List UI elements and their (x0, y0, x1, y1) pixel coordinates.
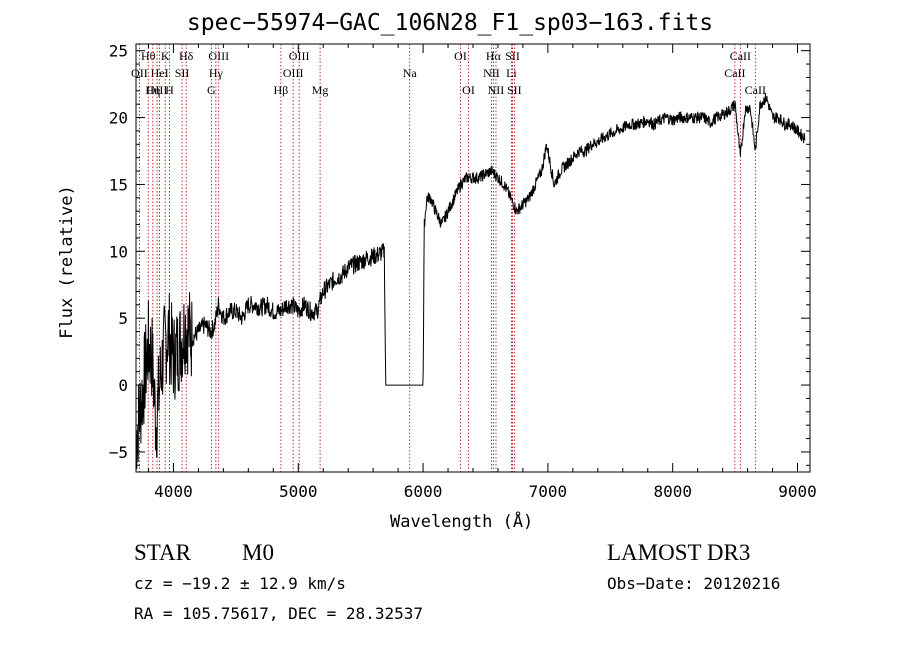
plot-frame (135, 43, 811, 473)
line-marker-label: SII (507, 83, 522, 97)
line-marker-label: Hη (145, 83, 160, 97)
line-marker-label: H (165, 83, 174, 97)
line-marker-label: Li (506, 66, 517, 80)
line-marker-label: SII (175, 66, 190, 80)
line-marker-label: Hθ (141, 49, 156, 63)
line-marker-label: OIII (283, 66, 304, 80)
page-title: spec−55974−GAC_106N28_F1_sp03−163.fits (186, 10, 714, 36)
object-class: STAR (134, 540, 191, 565)
object-subclass: M0 (242, 540, 274, 565)
obs-date: Obs−Date: 20120216 (607, 574, 781, 593)
line-marker-label: K (161, 49, 170, 63)
line-marker-label: OIII (147, 83, 168, 97)
line-marker-label: OII (131, 66, 148, 80)
coordinates: RA = 105.75617, DEC = 28.32537 (134, 604, 423, 623)
line-marker-label: Hα (486, 49, 502, 63)
x-tick-label: 4000 (154, 482, 193, 501)
survey-name: LAMOST DR3 (607, 540, 751, 565)
x-tick-label: 9000 (778, 482, 817, 501)
x-tick-label: 5000 (279, 482, 318, 501)
line-marker-label: CaII (745, 83, 766, 97)
spectrum-line (135, 92, 806, 470)
y-axis-label: Flux (relative) (57, 185, 77, 339)
x-axis-label: Wavelength (Å) (390, 512, 534, 532)
line-marker-label: Hδ (179, 49, 194, 63)
line-marker-label: OIII (289, 49, 310, 63)
line-marker-label: Hγ (209, 66, 224, 80)
x-tick-label: 8000 (653, 482, 692, 501)
y-tick-label: −5 (109, 443, 128, 462)
line-marker-label: Hβ (274, 83, 289, 97)
y-tick-label: 20 (109, 109, 128, 128)
line-marker-label: NII (483, 66, 500, 80)
y-tick-label: 10 (109, 242, 128, 261)
line-marker-label: OIII (208, 49, 229, 63)
line-marker-label: Na (403, 66, 418, 80)
line-marker-label: SII (505, 49, 520, 63)
x-tick-label: 6000 (404, 482, 443, 501)
line-marker-label: G (207, 83, 216, 97)
y-tick-label: 0 (118, 376, 128, 395)
line-marker-label: NII (488, 83, 505, 97)
y-tick-label: 15 (109, 175, 128, 194)
y-tick-label: 5 (118, 309, 128, 328)
x-tick-label: 7000 (529, 482, 568, 501)
line-marker-label: OI (462, 83, 475, 97)
line-marker-label: Mg (312, 83, 329, 97)
y-tick-label: 25 (109, 42, 128, 61)
redshift-info: cz = −19.2 ± 12.9 km/s (134, 574, 346, 593)
line-marker-label: OI (454, 49, 467, 63)
line-marker-label: CaII (730, 49, 751, 63)
line-marker-label: CaII (724, 66, 745, 80)
line-marker-label: HeI (151, 66, 169, 80)
